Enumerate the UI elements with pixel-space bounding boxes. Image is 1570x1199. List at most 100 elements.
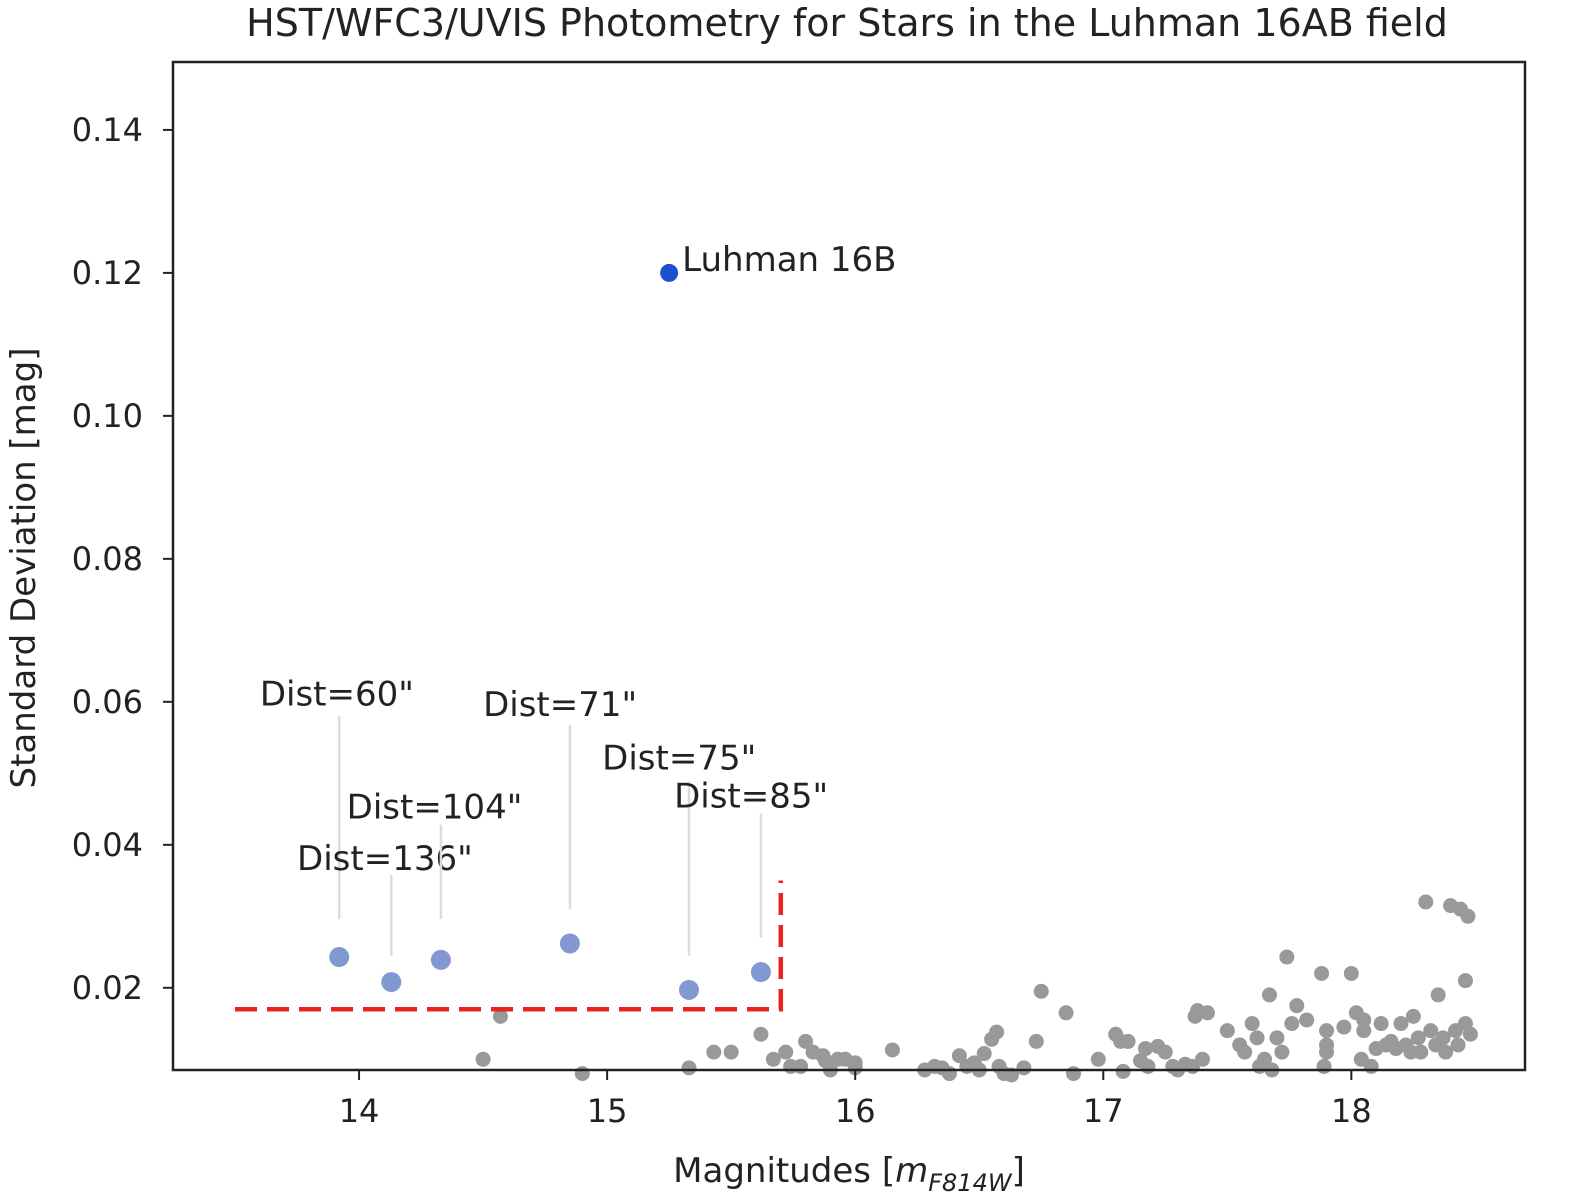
field-star-point [1319, 1023, 1335, 1039]
field-star-point [1157, 1044, 1173, 1060]
field-star-point [1405, 1008, 1421, 1024]
field-star-point [1319, 1037, 1335, 1053]
field-star-point [1356, 1012, 1372, 1028]
field-star-point [1284, 1016, 1300, 1032]
reference-star-point [430, 949, 451, 970]
x-axis-label-subscript: F814W [928, 1169, 1013, 1197]
reference-star-point [329, 947, 350, 968]
field-star-point [574, 1066, 590, 1082]
field-star-point [1363, 1058, 1379, 1074]
reference-star-point [678, 979, 699, 1000]
x-axis-label-main: Magnitudes [ [673, 1151, 895, 1191]
field-star-point [1460, 908, 1476, 924]
field-star-point [1016, 1060, 1032, 1076]
annotation-layer: Dist=60" Dist=136" Dist=104" Dist=71" Dist=7… [260, 674, 828, 956]
field-star-point [475, 1051, 491, 1067]
field-star-point [1393, 1016, 1409, 1032]
distance-label: Dist=136" [297, 839, 473, 879]
field-star-point [765, 1051, 781, 1067]
field-star-point [1199, 1005, 1215, 1021]
field-star-point [1237, 1044, 1253, 1060]
x-axis-label-end: ] [1012, 1151, 1025, 1191]
distance-label: Dist=104" [347, 787, 523, 827]
field-star-point [1058, 1005, 1074, 1021]
field-star-point [1373, 1016, 1389, 1032]
field-star-point [1410, 1030, 1426, 1046]
plot-frame [171, 60, 1527, 1072]
y-tick-label: 0.12 [72, 254, 143, 292]
target-label: Luhman 16B [682, 240, 896, 280]
y-axis: 0.02 0.04 0.06 0.08 0.10 0.12 0.14 [72, 111, 173, 1007]
x-tick-label: 18 [1331, 1092, 1372, 1130]
reference-stars-layer [329, 933, 771, 1000]
field-star-point [1137, 1041, 1153, 1057]
y-tick-label: 0.02 [72, 969, 143, 1007]
field-star-point [1261, 987, 1277, 1003]
field-star-point [1279, 949, 1295, 965]
field-star-point [1316, 1058, 1332, 1074]
x-axis-label-math: m [895, 1151, 928, 1191]
reference-star-point [381, 972, 402, 993]
field-star-point [1450, 1037, 1466, 1053]
field-star-point [941, 1066, 957, 1082]
x-tick-label: 14 [339, 1092, 380, 1130]
field-star-point [1219, 1023, 1235, 1039]
field-star-point [753, 1026, 769, 1042]
field-star-point [1249, 1030, 1265, 1046]
field-star-point [1457, 973, 1473, 989]
field-star-point [723, 1044, 739, 1060]
chart-title: HST/WFC3/UVIS Photometry for Stars in th… [246, 1, 1448, 45]
y-axis-label: Standard Deviation [mag] [4, 348, 44, 789]
field-star-point [847, 1060, 863, 1076]
y-tick-label: 0.08 [72, 540, 143, 578]
field-star-point [1435, 1030, 1451, 1046]
reference-star-point [559, 933, 580, 954]
field-star-point [1413, 1044, 1429, 1060]
field-star-point [976, 1046, 992, 1062]
x-axis: 14 15 16 17 18 [339, 1070, 1372, 1130]
field-star-point [884, 1042, 900, 1058]
field-star-point [793, 1058, 809, 1074]
target-layer: Luhman 16B [660, 240, 896, 282]
field-star-point [1033, 983, 1049, 999]
field-star-point [1115, 1063, 1131, 1079]
field-star-point [1430, 987, 1446, 1003]
field-star-point [1003, 1067, 1019, 1083]
field-star-point [1274, 1044, 1290, 1060]
reference-star-point [750, 962, 771, 983]
x-axis-label: Magnitudes [mF814W] [673, 1151, 1025, 1197]
target-point [660, 263, 679, 282]
threshold-line [235, 880, 784, 1012]
field-star-point [1195, 1051, 1211, 1067]
field-star-point [1314, 965, 1330, 981]
field-star-point [778, 1044, 794, 1060]
field-star-point [989, 1024, 1005, 1040]
field-star-point [492, 1008, 508, 1024]
field-star-point [1120, 1033, 1136, 1049]
field-star-point [951, 1048, 967, 1064]
field-star-point [1066, 1066, 1082, 1082]
field-star-point [1244, 1016, 1260, 1032]
field-star-point [1418, 894, 1434, 910]
field-star-point [1336, 1019, 1352, 1035]
field-star-point [1356, 1023, 1372, 1039]
field-star-point [1423, 1023, 1439, 1039]
distance-label: Dist=60" [260, 674, 414, 714]
y-tick-label: 0.04 [72, 826, 143, 864]
y-tick-label: 0.14 [72, 111, 143, 149]
field-star-point [1438, 1044, 1454, 1060]
y-tick-label: 0.10 [72, 397, 143, 435]
field-star-point [681, 1060, 697, 1076]
distance-label: Dist=71" [483, 685, 637, 725]
distance-label: Dist=85" [674, 777, 828, 817]
threshold-layer [235, 880, 784, 1012]
field-star-point [706, 1044, 722, 1060]
field-star-point [798, 1033, 814, 1049]
field-star-point [1269, 1030, 1285, 1046]
field-star-point [1257, 1051, 1273, 1067]
distance-label: Dist=75" [602, 739, 756, 779]
y-tick-label: 0.06 [72, 683, 143, 721]
x-tick-label: 17 [1083, 1092, 1124, 1130]
